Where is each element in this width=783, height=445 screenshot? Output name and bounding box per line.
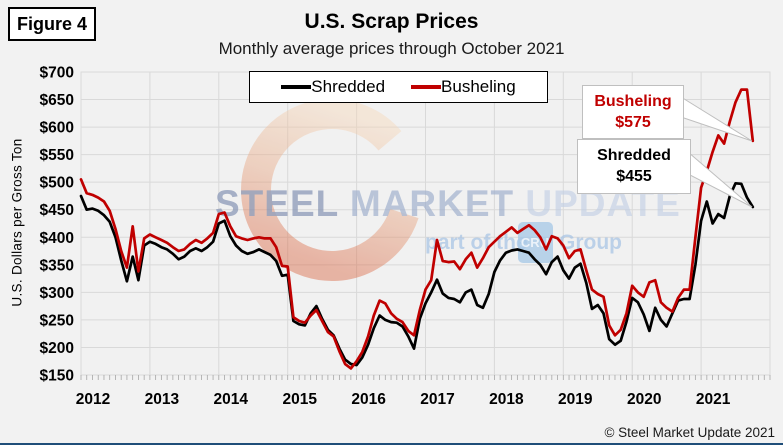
y-tick-label: $650: [40, 92, 74, 109]
y-tick-label: $550: [40, 147, 74, 164]
x-tick-label: 2014: [214, 391, 249, 408]
watermark-tagline-suffix: Group: [559, 231, 622, 254]
x-tick-label: 2016: [351, 391, 386, 408]
y-tick-label: $150: [40, 368, 74, 385]
callout-busheling-value: $575: [615, 114, 651, 131]
callout-shredded-value: $455: [616, 168, 652, 185]
y-tick-label: $600: [40, 120, 74, 137]
chart-title: U.S. Scrap Prices: [304, 10, 479, 33]
x-tick-label: 2018: [489, 391, 524, 408]
callout-busheling: Busheling $575: [582, 85, 684, 139]
watermark: STEEL MARKET UPDATE part of the CRU Grou…: [215, 99, 681, 281]
series-line-shredded: [79, 181, 755, 367]
busheling-line-swatch-icon: [411, 85, 442, 89]
shredded-line-swatch-icon: [281, 85, 312, 89]
legend: Shredded Busheling: [249, 71, 548, 103]
x-tick-label: 2015: [282, 391, 317, 408]
x-tick-label: 2019: [558, 391, 593, 408]
x-tick-label: 2017: [420, 391, 454, 408]
legend-item-shredded: Shredded: [281, 77, 385, 97]
y-tick-label: $450: [40, 202, 74, 219]
y-tick-label: $200: [40, 340, 74, 357]
crescent-logo-icon: [241, 99, 423, 281]
legend-label-shredded: Shredded: [311, 77, 386, 96]
y-tick-label: $350: [40, 257, 74, 274]
watermark-tagline-prefix: part of the: [425, 231, 528, 254]
series-line-busheling: [79, 88, 755, 370]
x-tick-label: 2020: [627, 391, 661, 408]
x-tick-label: 2021: [696, 391, 731, 408]
x-tick-label: 2012: [76, 391, 110, 408]
watermark-word-market: MARKET: [350, 183, 526, 224]
y-tick-label: $400: [40, 230, 74, 247]
watermark-word-steel: STEEL: [215, 183, 350, 224]
y-tick-label: $300: [40, 285, 74, 302]
y-tick-label: $250: [40, 312, 74, 329]
callout-shredded-label: Shredded: [597, 147, 671, 164]
watermark-title: STEEL MARKET UPDATE: [215, 183, 681, 224]
chart-series: [79, 88, 755, 370]
y-axis-label: U.S. Dollars per Gross Ton: [9, 138, 25, 307]
callout-busheling-label: Busheling: [594, 93, 672, 110]
chart-subtitle: Monthly average prices through October 2…: [218, 39, 565, 58]
y-tick-label: $500: [40, 175, 74, 192]
callout-shredded: Shredded $455: [577, 139, 691, 194]
legend-item-busheling: Busheling: [411, 77, 516, 97]
copyright: © Steel Market Update 2021: [604, 425, 775, 440]
legend-label-busheling: Busheling: [441, 77, 516, 96]
bottom-accent-bar: [0, 443, 783, 445]
y-tick-label: $700: [40, 65, 74, 82]
figure-label: Figure 4: [8, 7, 96, 41]
x-tick-label: 2013: [145, 391, 180, 408]
